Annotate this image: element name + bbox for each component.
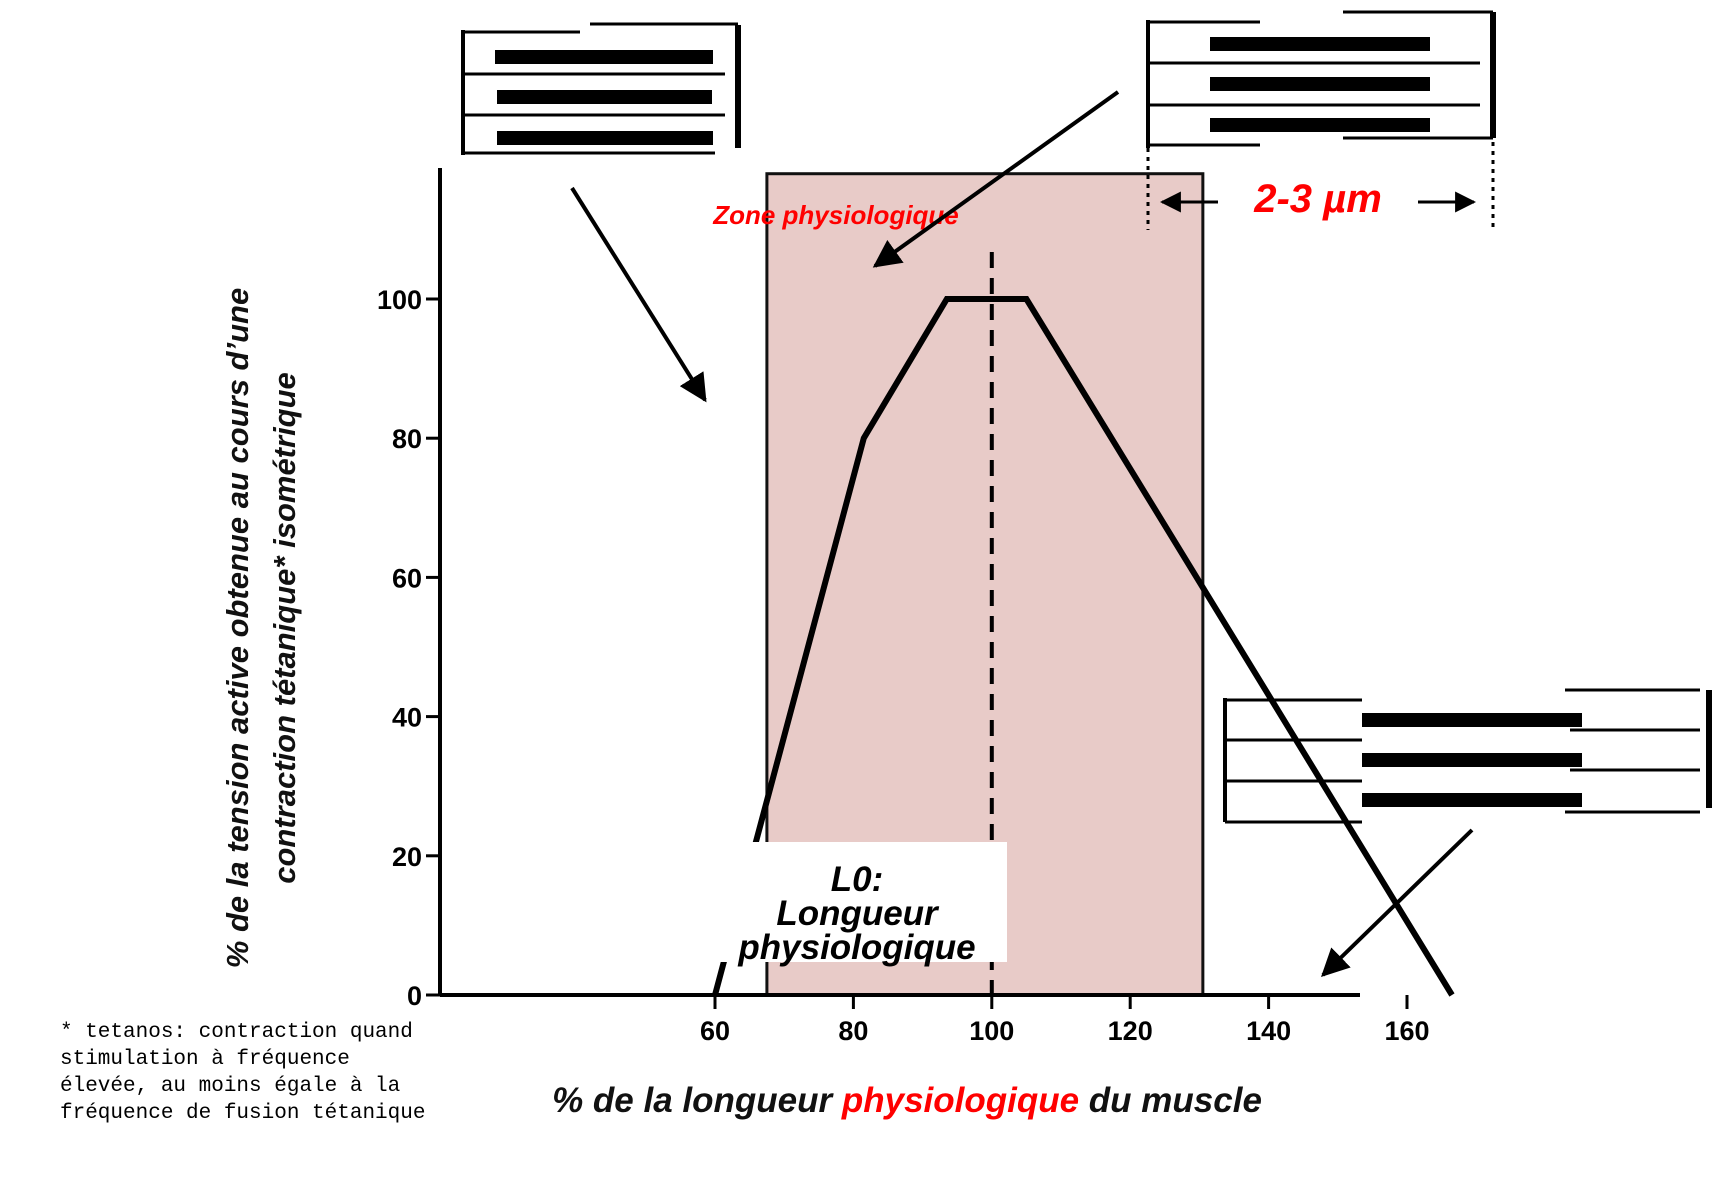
sarcomere-optimal-diagram xyxy=(1146,10,1496,230)
y-tick-label: 40 xyxy=(392,703,422,733)
x-tick-label: 60 xyxy=(700,1016,730,1046)
y-tick-label: 100 xyxy=(377,285,422,315)
y-tick-label: 60 xyxy=(392,563,422,593)
x-axis-label: % de la longueur physiologique du muscle xyxy=(552,1081,1262,1120)
x-axis-label-part-1: % de la longueur xyxy=(552,1081,842,1120)
x-tick-label: 120 xyxy=(1108,1016,1153,1046)
y-tick-label: 20 xyxy=(392,842,422,872)
y-tick-label: 0 xyxy=(407,981,422,1011)
y-tick-label: 80 xyxy=(392,424,422,454)
arrow-optimal-to-curve xyxy=(872,90,1120,268)
arrow-contracted-to-curve xyxy=(570,186,707,403)
footnote-line-2: stimulation à fréquence xyxy=(60,1048,350,1071)
arrow-stretched-to-curve xyxy=(1320,828,1474,977)
x-tick-label: 140 xyxy=(1246,1016,1291,1046)
l0-label-line-1: L0: xyxy=(831,860,884,899)
x-axis-label-part-2: physiologique xyxy=(841,1081,1079,1120)
footnote-line-4: fréquence de fusion tétanique xyxy=(60,1102,425,1125)
y-axis-label-line-1: % de la tension active obtenue au cours … xyxy=(220,288,255,968)
footnote-line-1: * tetanos: contraction quand xyxy=(60,1021,413,1044)
x-tick-label: 160 xyxy=(1384,1016,1429,1046)
l0-label-line-3: physiologique xyxy=(737,928,975,967)
l0-label-line-2: Longueur xyxy=(776,894,940,933)
sarcomere-length-label: 2-3 µm xyxy=(1253,177,1382,221)
length-tension-curve xyxy=(712,296,1455,997)
sarcomere-contracted-diagram xyxy=(461,22,741,155)
zone-label: Zone physiologique xyxy=(712,200,959,230)
footnote-line-3: élevée, au moins égale à la xyxy=(60,1075,400,1098)
x-tick-label: 100 xyxy=(969,1016,1014,1046)
x-tick-label: 80 xyxy=(838,1016,868,1046)
x-axis-label-part-3: du muscle xyxy=(1079,1081,1262,1120)
sarcomere-stretched-diagram xyxy=(1223,688,1712,824)
l0-label-box xyxy=(707,842,1007,962)
y-axis-label-line-2: contraction tétanique* isométrique xyxy=(267,372,302,884)
